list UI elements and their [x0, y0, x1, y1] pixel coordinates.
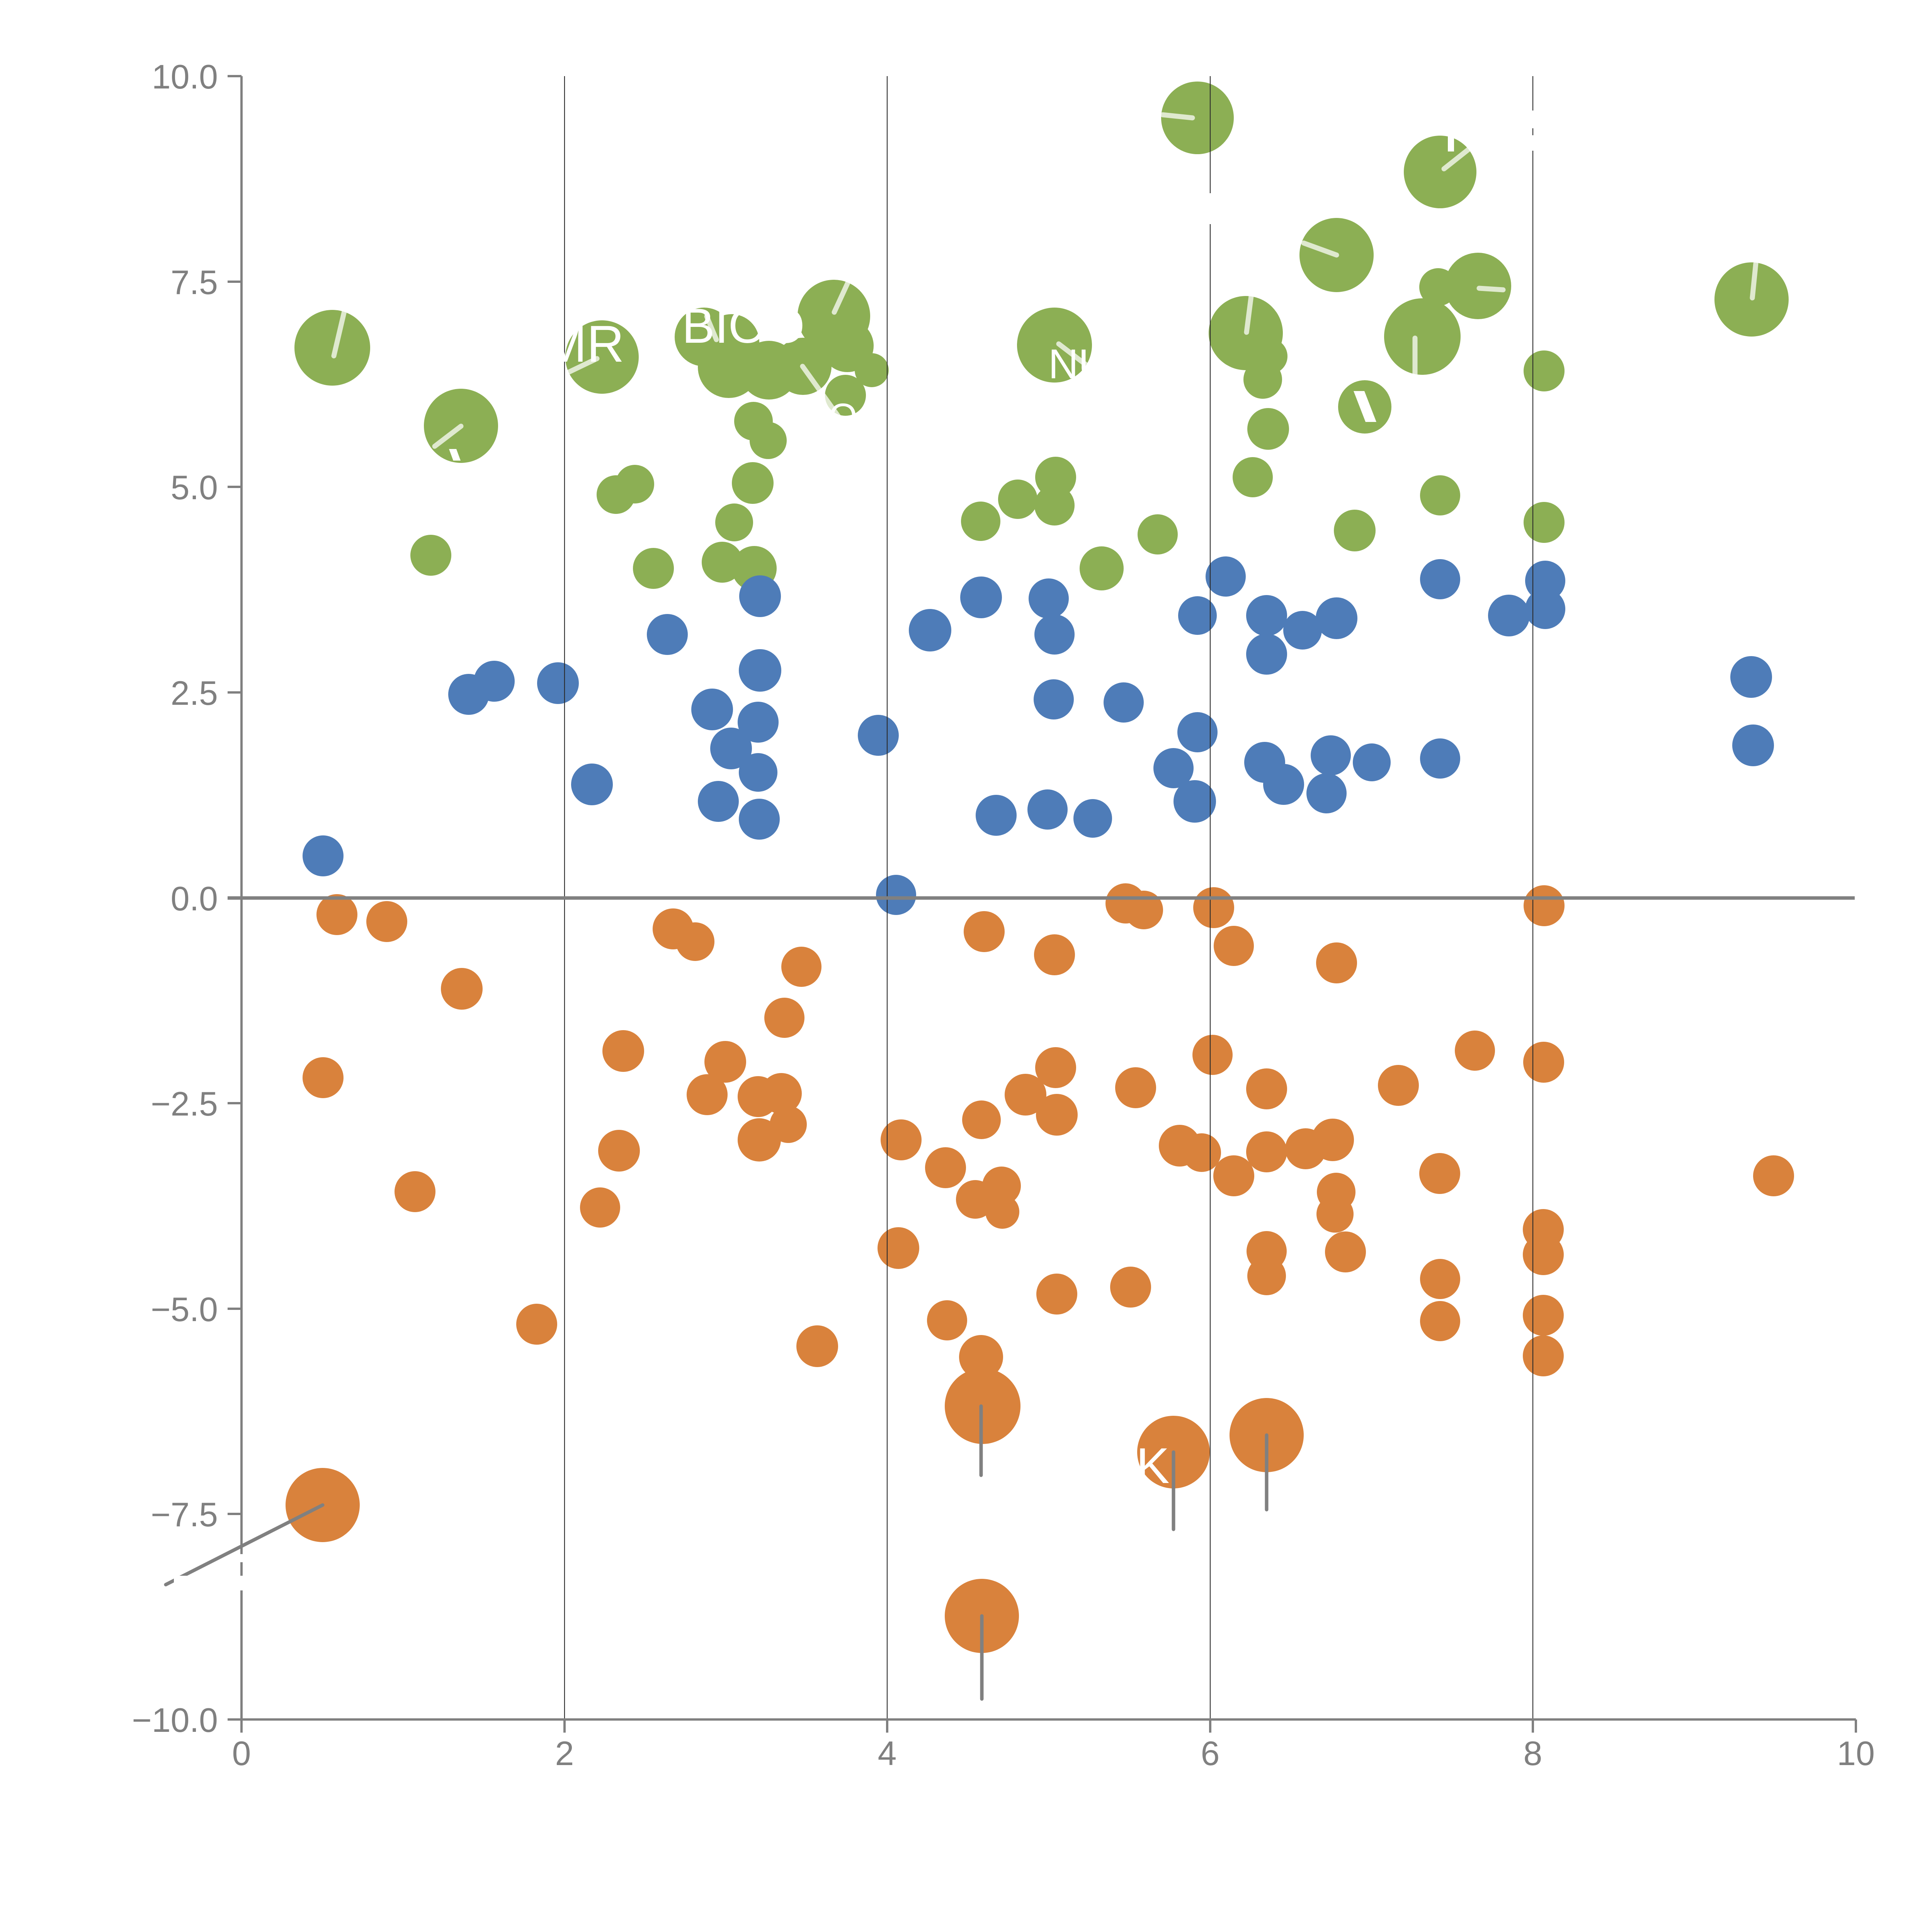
svg-text:K: K [1136, 1437, 1170, 1494]
svg-text:NU: NU [1048, 340, 1109, 387]
svg-text:0.0: 0.0 [171, 879, 218, 918]
svg-text:−5.0: −5.0 [151, 1290, 218, 1328]
svg-text:−7.5: −7.5 [151, 1495, 218, 1534]
svg-text:8: 8 [1524, 1734, 1543, 1772]
svg-text:O: O [829, 396, 857, 437]
svg-text:MR: MR [544, 315, 624, 373]
svg-text:5.0: 5.0 [171, 468, 218, 507]
svg-text:6: 6 [1201, 1734, 1220, 1772]
svg-text:−10.0: −10.0 [132, 1701, 218, 1739]
svg-text:0: 0 [232, 1734, 251, 1772]
svg-text:−2.5: −2.5 [151, 1085, 218, 1123]
svg-text:BIOO: BIOO [682, 298, 805, 353]
svg-text:2: 2 [555, 1734, 574, 1772]
svg-text:10: 10 [1837, 1734, 1875, 1772]
svg-text:7.5: 7.5 [171, 263, 218, 301]
svg-text:4: 4 [878, 1734, 897, 1772]
svg-text:2.5: 2.5 [171, 674, 218, 712]
svg-text:10.0: 10.0 [152, 58, 218, 96]
